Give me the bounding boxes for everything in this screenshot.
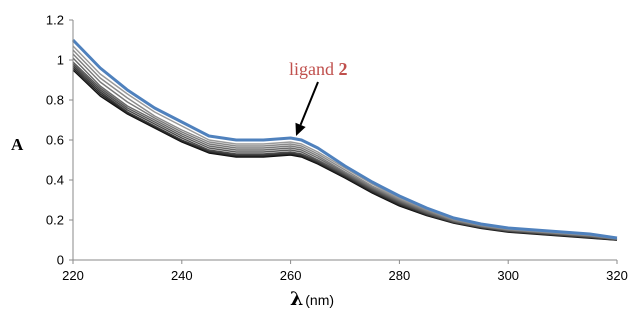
series-line-6	[72, 61, 618, 241]
annotation-arrow	[299, 81, 319, 126]
x-tick-label: 260	[280, 268, 302, 283]
x-axis-label: λ (nm)	[290, 288, 334, 310]
y-axis-label: A	[11, 135, 24, 154]
y-tick-label: 0.4	[46, 173, 64, 188]
series-line-5	[72, 57, 618, 240]
y-tick-label: 0.6	[46, 133, 64, 148]
y-tick-label: 0.8	[46, 93, 64, 108]
series-line-8	[72, 65, 618, 241]
y-tick-label: 0.2	[46, 213, 64, 228]
x-tick-label: 300	[497, 268, 519, 283]
x-axis-label-unit: (nm)	[305, 292, 334, 308]
annotation-number: 2	[339, 59, 348, 79]
y-tick-label: 0	[57, 253, 64, 268]
x-tick-label: 320	[606, 268, 628, 283]
annotation-text: ligand	[289, 59, 339, 79]
series-line-9	[72, 67, 618, 241]
y-tick-label: 1.2	[46, 13, 64, 28]
series-line-4	[72, 53, 618, 240]
series-line-1	[71, 38, 618, 240]
series-line-7	[72, 63, 618, 241]
x-tick-label: 280	[389, 268, 411, 283]
annotation-label: ligand 2	[289, 59, 348, 79]
x-tick-label: 240	[171, 268, 193, 283]
annotation-arrow-head	[295, 122, 306, 136]
y-tick-label: 1	[57, 53, 64, 68]
tick-layer: 220 240 260 280 300 320 0 0.2 0.4 0.6 0.8 1 1.2	[46, 13, 628, 284]
x-tick-label: 220	[62, 268, 84, 283]
series-line-10	[72, 69, 618, 241]
x-axis-label-symbol: λ	[290, 288, 303, 310]
series-layer	[71, 38, 618, 241]
